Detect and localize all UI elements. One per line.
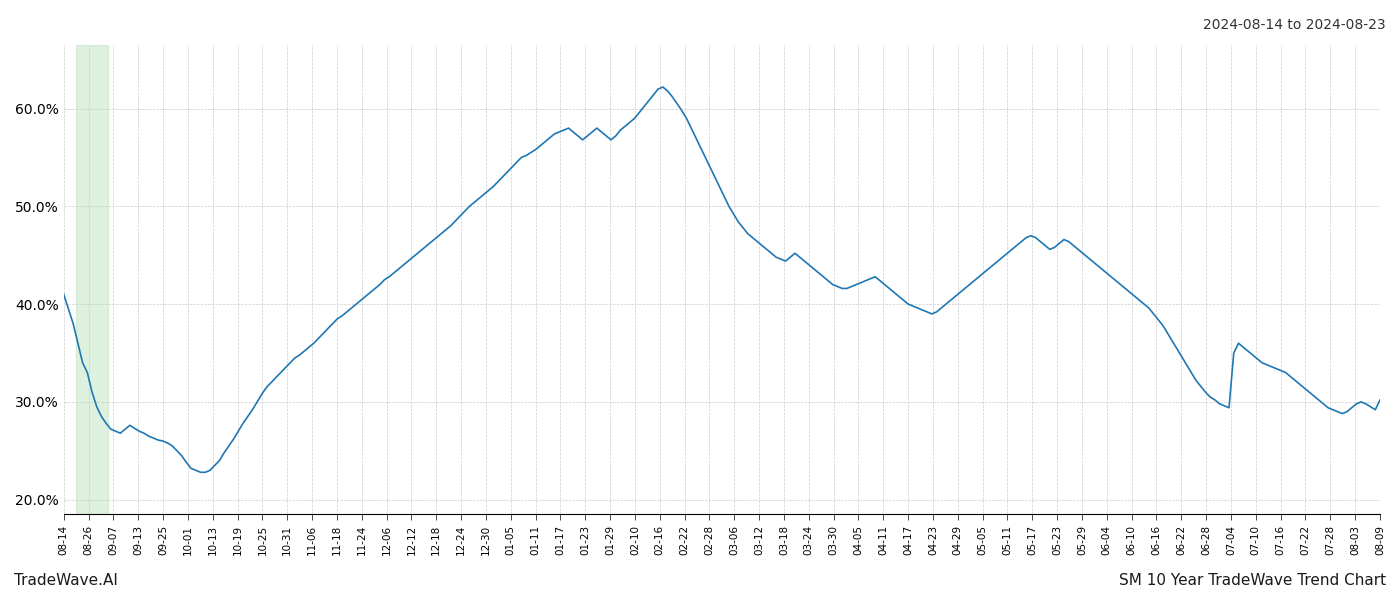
Text: 2024-08-14 to 2024-08-23: 2024-08-14 to 2024-08-23 [1204, 18, 1386, 32]
Text: TradeWave.AI: TradeWave.AI [14, 573, 118, 588]
Text: SM 10 Year TradeWave Trend Chart: SM 10 Year TradeWave Trend Chart [1119, 573, 1386, 588]
Bar [76, 45, 108, 514]
